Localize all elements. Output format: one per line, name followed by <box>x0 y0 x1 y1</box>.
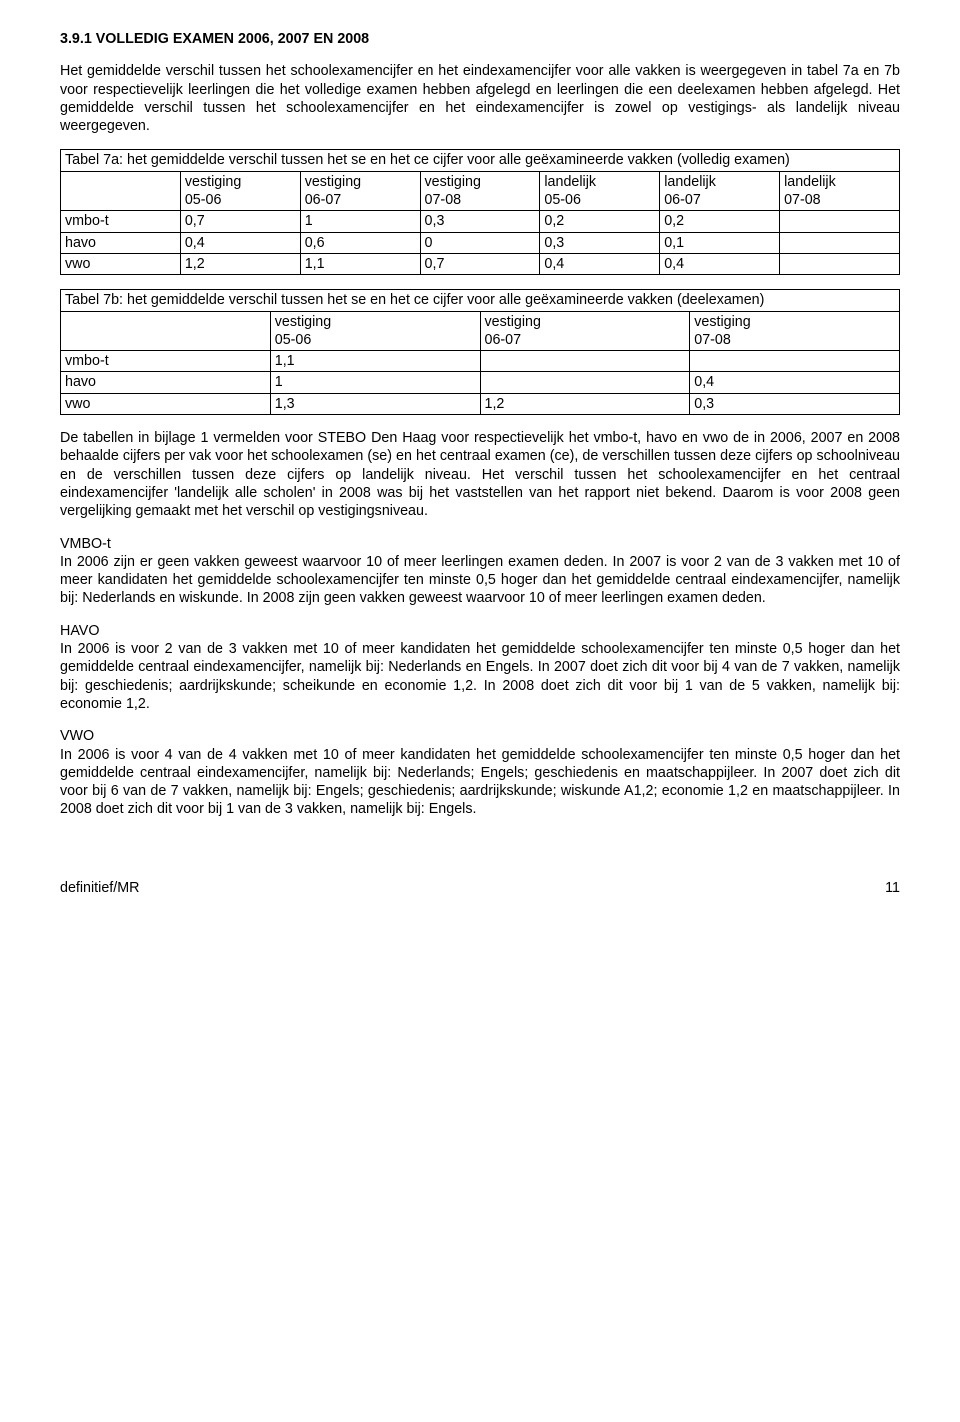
table-header: landelijk07-08 <box>780 171 900 211</box>
footer-left: definitief/MR <box>60 879 139 897</box>
table-row: vmbo-t 0,7 1 0,3 0,2 0,2 <box>61 211 900 232</box>
table-row: vmbo-t 1,1 <box>61 351 900 372</box>
table-7b: Tabel 7b: het gemiddelde verschil tussen… <box>60 289 900 415</box>
table-7a: Tabel 7a: het gemiddelde verschil tussen… <box>60 149 900 275</box>
page-number: 11 <box>885 879 900 897</box>
havo-heading: HAVO <box>60 622 900 640</box>
vwo-heading: VWO <box>60 727 900 745</box>
table-7a-caption: Tabel 7a: het gemiddelde verschil tussen… <box>61 150 900 171</box>
vmbo-paragraph: In 2006 zijn er geen vakken geweest waar… <box>60 553 900 608</box>
table-header: landelijk06-07 <box>660 171 780 211</box>
intro-paragraph: Het gemiddelde verschil tussen het schoo… <box>60 62 900 135</box>
table-header <box>61 171 181 211</box>
table-row: vwo 1,3 1,2 0,3 <box>61 393 900 414</box>
post-tables-paragraph: De tabellen in bijlage 1 vermelden voor … <box>60 429 900 520</box>
table-header: vestiging05-06 <box>270 311 480 351</box>
table-header <box>61 311 271 351</box>
table-7b-caption: Tabel 7b: het gemiddelde verschil tussen… <box>61 290 900 311</box>
table-row: havo 0,4 0,6 0 0,3 0,1 <box>61 232 900 253</box>
table-row: vwo 1,2 1,1 0,7 0,4 0,4 <box>61 253 900 274</box>
table-header: vestiging06-07 <box>300 171 420 211</box>
table-header: vestiging07-08 <box>690 311 900 351</box>
section-title: 3.9.1 VOLLEDIG EXAMEN 2006, 2007 EN 2008 <box>60 30 900 48</box>
table-row: havo 1 0,4 <box>61 372 900 393</box>
havo-paragraph: In 2006 is voor 2 van de 3 vakken met 10… <box>60 640 900 713</box>
table-header: vestiging07-08 <box>420 171 540 211</box>
table-header: vestiging05-06 <box>180 171 300 211</box>
vwo-paragraph: In 2006 is voor 4 van de 4 vakken met 10… <box>60 746 900 819</box>
table-header: vestiging06-07 <box>480 311 690 351</box>
table-header: landelijk05-06 <box>540 171 660 211</box>
vmbo-heading: VMBO-t <box>60 535 900 553</box>
